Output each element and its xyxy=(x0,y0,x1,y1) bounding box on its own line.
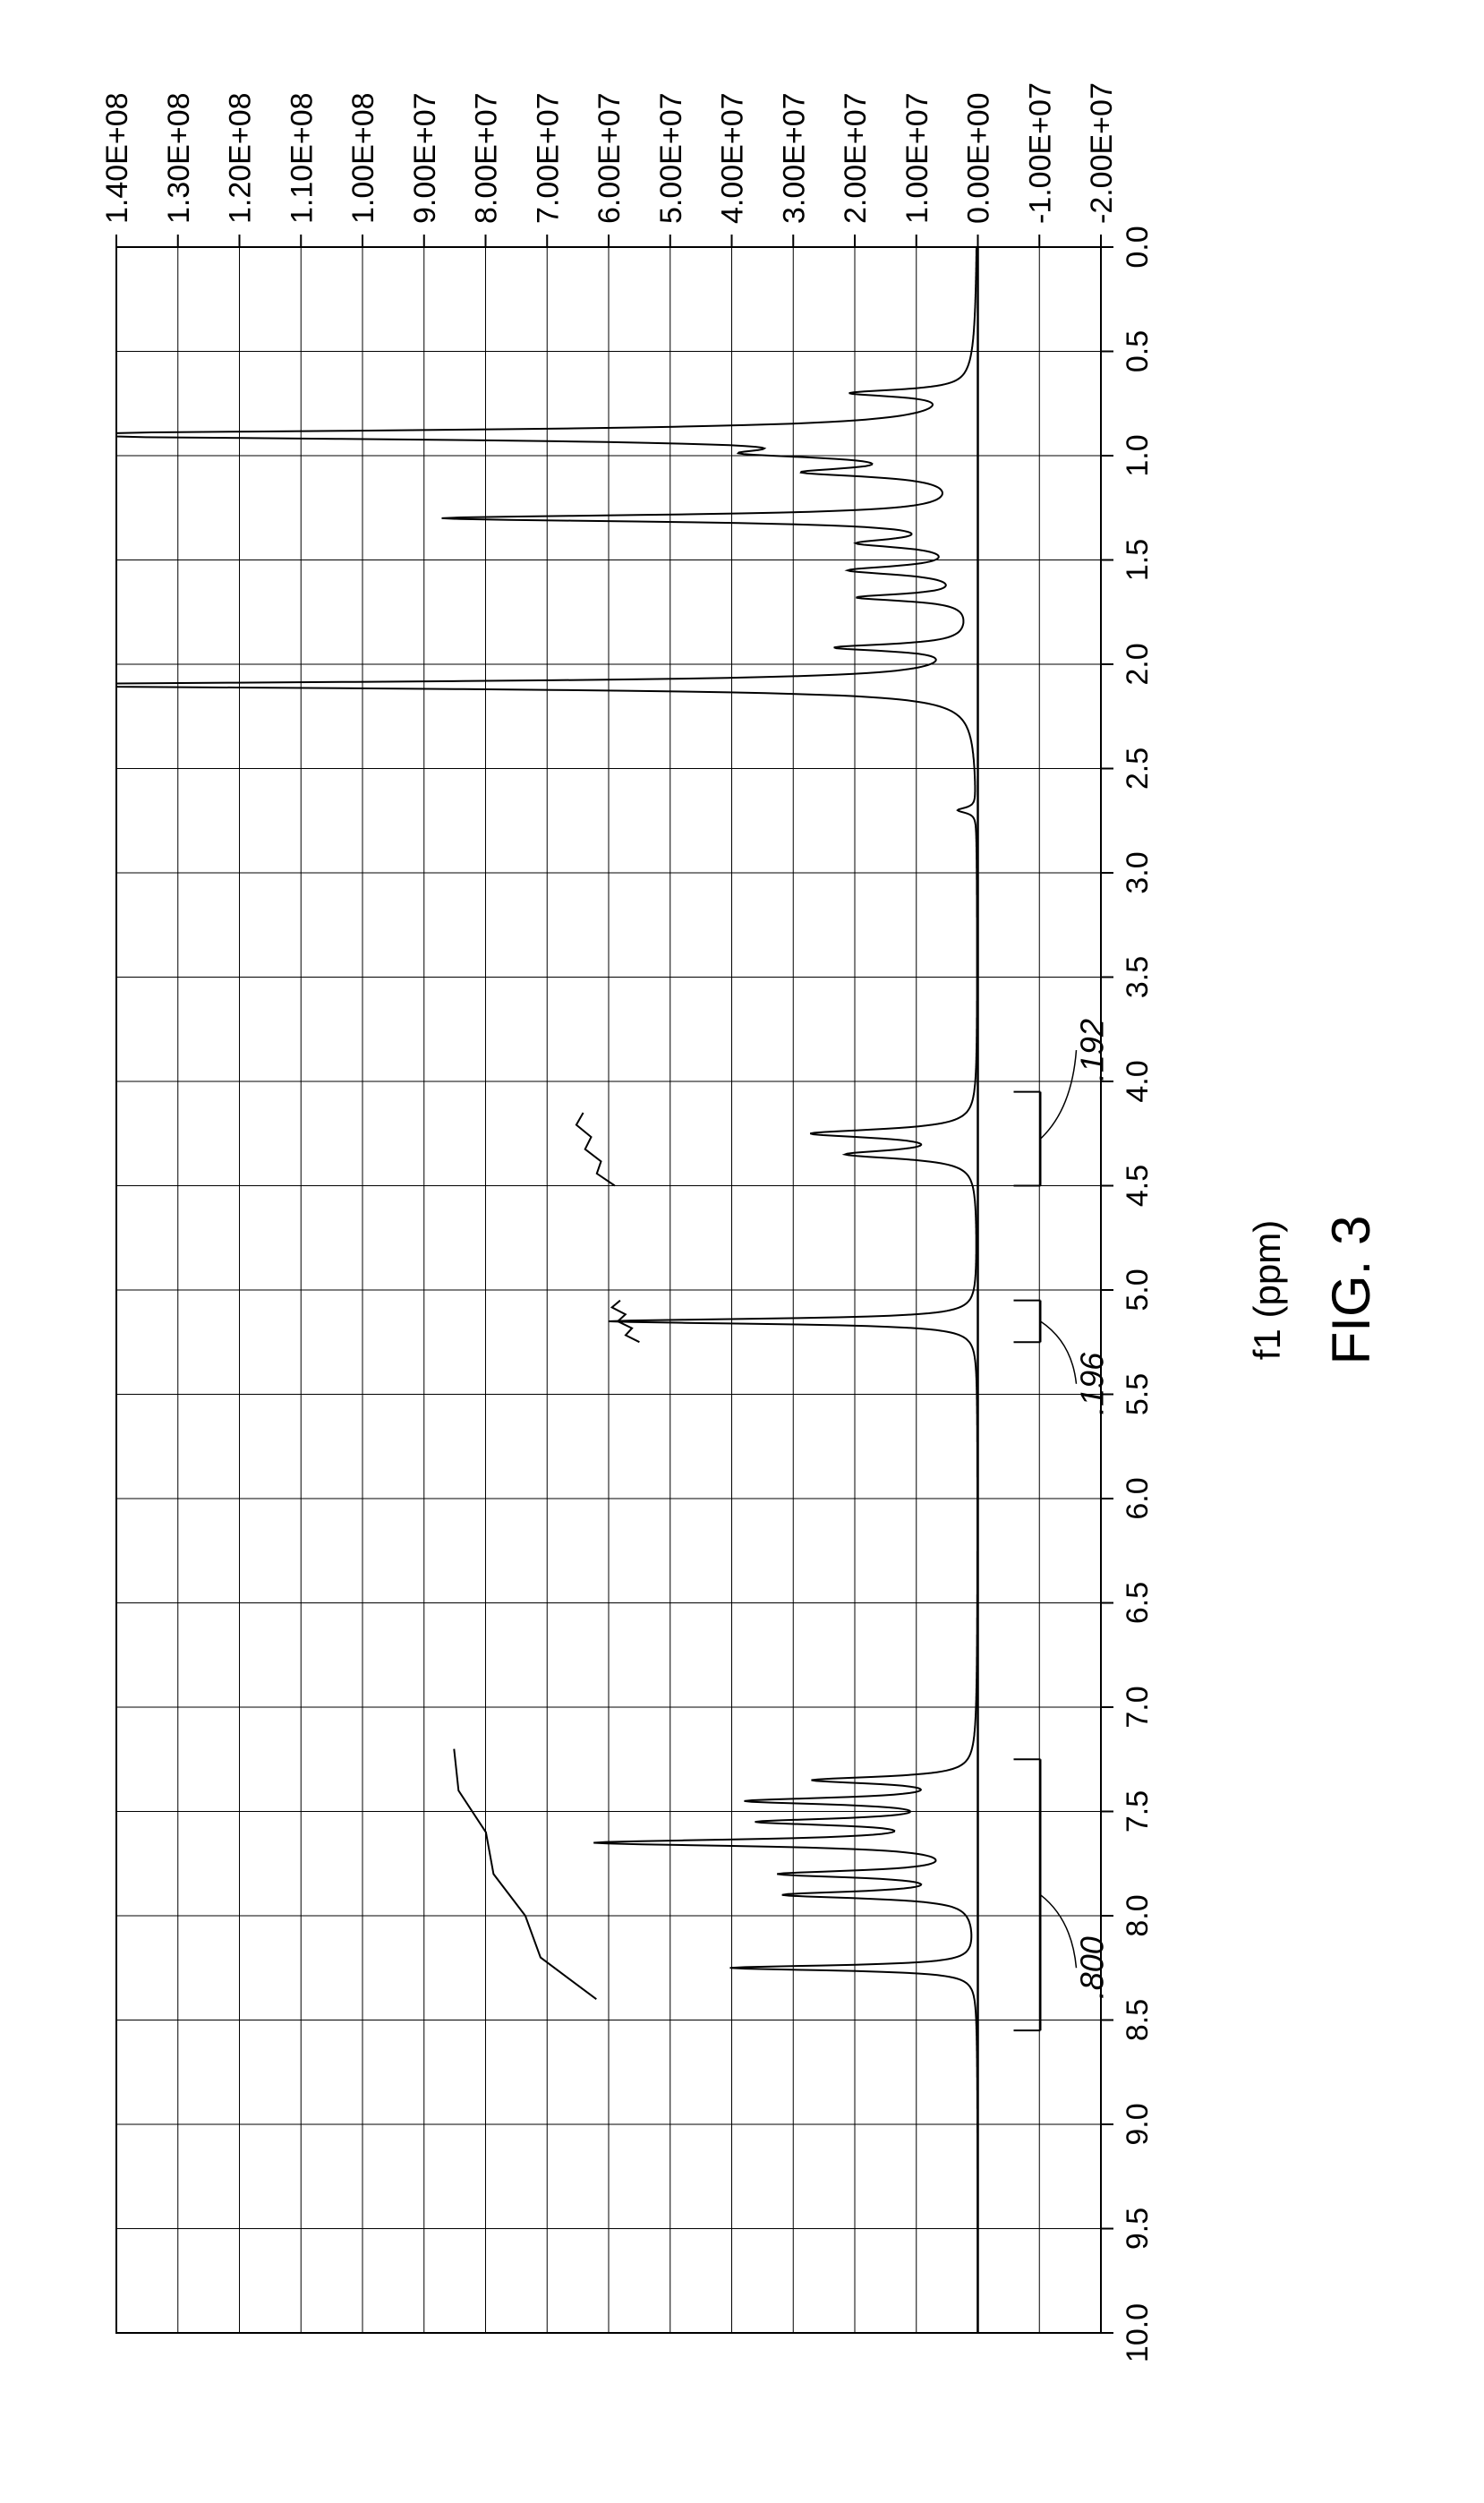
x-tick-label: 8.0 xyxy=(1121,1894,1155,1936)
y-tick-label: 1.40E+08 xyxy=(100,92,134,224)
y-tick-label: 3.00E+07 xyxy=(777,92,811,224)
y-tick-label: 8.00E+07 xyxy=(470,92,504,224)
nmr-spectrum-chart: 10.0 9.5 9.0 8.5 8.0 7.5 7.0 6.5 6.0 5.5 5.0 4.5 4.0… xyxy=(0,0,1484,2503)
x-tick-label: 6.5 xyxy=(1121,1582,1155,1624)
y-tick-label: 7.00E+07 xyxy=(531,92,565,224)
x-tick-label: 6.0 xyxy=(1121,1477,1155,1519)
x-tick-label: 8.5 xyxy=(1121,1999,1155,2041)
x-tick-label: 10.0 xyxy=(1121,2303,1155,2362)
y-tick-label: 1.10E+08 xyxy=(285,92,319,224)
integration-label: .192 xyxy=(1074,1019,1111,1081)
x-tick-label: 1.0 xyxy=(1121,434,1155,476)
y-tick-label: 1.30E+08 xyxy=(162,92,196,224)
x-tick-label: 3.0 xyxy=(1121,851,1155,893)
y-tick-label: 0.00E+00 xyxy=(962,92,996,224)
y-tick-label: 6.00E+07 xyxy=(593,92,627,224)
x-tick-label: 2.5 xyxy=(1121,747,1155,790)
x-tick-label: 4.0 xyxy=(1121,1060,1155,1102)
integration-label: .196 xyxy=(1074,1352,1111,1415)
x-tick-label: 3.5 xyxy=(1121,956,1155,998)
y-tick-label: 9.00E+07 xyxy=(408,92,442,224)
y-tick-label: 1.00E+07 xyxy=(900,92,934,224)
x-tick-label: 7.5 xyxy=(1121,1790,1155,1832)
integration-label: .800 xyxy=(1074,1936,1111,1999)
figure-label: FIG. 3 xyxy=(1321,1216,1381,1365)
x-tick-label: 5.5 xyxy=(1121,1373,1155,1415)
x-tick-label: 5.0 xyxy=(1121,1269,1155,1311)
y-tick-label: 1.00E+08 xyxy=(346,92,380,224)
x-axis-label: f1 (ppm) xyxy=(1246,1220,1288,1360)
x-tick-label: 4.5 xyxy=(1121,1165,1155,1207)
x-tick-label: 0.5 xyxy=(1121,330,1155,372)
y-tick-label: 1.20E+08 xyxy=(224,92,258,224)
x-tick-label: 1.5 xyxy=(1121,539,1155,581)
x-tick-label: 7.0 xyxy=(1121,1686,1155,1728)
y-tick-label: 2.00E+07 xyxy=(839,92,873,224)
y-tick-label: 4.00E+07 xyxy=(716,92,750,224)
x-tick-label: 2.0 xyxy=(1121,643,1155,685)
x-tick-label: 0.0 xyxy=(1121,226,1155,268)
x-tick-label: 9.0 xyxy=(1121,2103,1155,2145)
y-tick-label: -1.00E+07 xyxy=(1023,82,1057,224)
y-tick-label: -2.00E+07 xyxy=(1085,82,1119,224)
x-tick-label: 9.5 xyxy=(1121,2208,1155,2250)
y-tick-label: 5.00E+07 xyxy=(654,92,688,224)
